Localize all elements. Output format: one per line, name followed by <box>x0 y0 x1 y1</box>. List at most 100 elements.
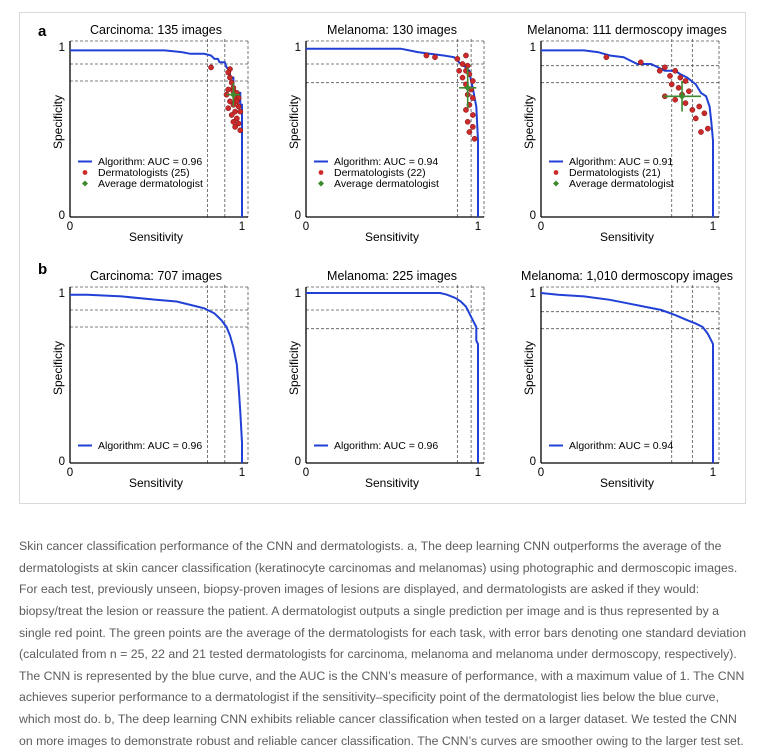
dermatologist-point <box>225 105 232 112</box>
x-tick-label: 1 <box>710 467 716 479</box>
dermatologist-point <box>667 73 673 79</box>
x-tick-label: 0 <box>303 467 309 479</box>
dermatologist-point <box>672 67 679 74</box>
dermatologist-point <box>672 96 679 103</box>
y-axis-label: Specificity <box>51 95 65 149</box>
y-axis-label: Specificity <box>287 341 301 395</box>
legend-swatch-average <box>318 180 324 187</box>
legend-label: Average dermatologist <box>334 178 439 190</box>
dermatologist-point <box>686 88 692 95</box>
legend-swatch-dermatologists <box>82 170 88 175</box>
legend-label: Dermatologists (25) <box>98 167 190 179</box>
figure-caption: Skin cancer classification performance o… <box>19 539 747 748</box>
y-tick-label: 1 <box>295 288 301 300</box>
x-tick-label: 1 <box>239 467 245 479</box>
dermatologist-point <box>208 64 214 71</box>
dermatologist-point <box>459 61 466 67</box>
y-axis-label: Specificity <box>522 341 536 395</box>
legend-label: Algorithm: AUC = 0.96 <box>98 440 202 452</box>
dermatologist-point <box>668 81 675 88</box>
legend-swatch-dermatologists <box>553 170 559 175</box>
dermatologist-point <box>692 115 699 122</box>
x-tick-label: 1 <box>710 221 716 233</box>
dermatologist-point <box>637 59 644 66</box>
dermatologist-point <box>225 86 232 93</box>
y-tick-label: 1 <box>530 288 536 300</box>
dermatologist-point <box>227 98 233 105</box>
dermatologist-point <box>469 124 476 130</box>
dermatologist-point <box>463 107 469 113</box>
dermatologist-point <box>469 78 476 84</box>
dermatologist-point <box>682 100 689 106</box>
chart-panel-4: Carcinoma: 707 images 0 1 0 1 Sensitivity Spec… <box>51 269 249 490</box>
figure-frame: a b Carcinoma: 135 images 0 1 0 1 Sensitivity Sp… <box>19 12 746 504</box>
x-tick-label: 1 <box>475 221 481 233</box>
dermatologist-point <box>233 98 240 105</box>
legend-swatch-dermatologists <box>318 170 324 175</box>
y-tick-label: 1 <box>59 288 65 300</box>
dermatologist-point <box>227 74 233 81</box>
y-tick-label: 1 <box>530 42 536 54</box>
dermatologist-point <box>469 112 476 118</box>
dermatologist-point <box>237 127 244 134</box>
average-dermatologist-marker <box>229 91 237 99</box>
dermatologist-point <box>689 107 696 113</box>
dermatologist-point <box>235 103 242 110</box>
y-tick-label: 1 <box>295 42 301 54</box>
dermatologist-point <box>225 69 232 76</box>
chart-title: Carcinoma: 135 images <box>90 23 222 37</box>
panel-label-a: a <box>38 23 47 40</box>
x-tick-label: 1 <box>239 221 245 233</box>
dermatologist-point <box>701 110 708 117</box>
roc-curve <box>70 49 243 217</box>
chart-panel-3: Melanoma: 111 dermoscopy images 0 1 0 1 Sensi… <box>522 23 727 244</box>
legend-label: Dermatologists (22) <box>334 167 426 179</box>
x-axis-label: Sensitivity <box>600 476 654 490</box>
roc-curve <box>306 47 479 217</box>
legend-label: Algorithm: AUC = 0.91 <box>569 156 673 168</box>
y-tick-label: 0 <box>530 456 536 468</box>
dermatologist-point <box>656 67 663 74</box>
dermatologist-point <box>232 124 238 130</box>
dermatologist-point <box>423 52 430 59</box>
chart-panel-2: Melanoma: 130 images 0 1 0 1 Sensitivity Speci… <box>287 23 485 244</box>
x-tick-label: 0 <box>538 221 544 233</box>
dermatologist-point <box>463 52 469 59</box>
legend-label: Algorithm: AUC = 0.94 <box>334 156 438 168</box>
dermatologist-point <box>698 129 704 135</box>
dermatologist-point <box>682 78 689 84</box>
dermatologist-point <box>675 84 682 91</box>
y-axis-label: Specificity <box>51 341 65 395</box>
dermatologist-point <box>432 54 438 61</box>
legend-label: Algorithm: AUC = 0.94 <box>569 440 673 452</box>
dermatologist-point <box>696 103 703 110</box>
chart-title: Melanoma: 225 images <box>327 269 457 283</box>
dermatologist-point <box>466 129 473 135</box>
dermatologist-point <box>459 74 466 81</box>
legend-swatch-average <box>82 180 88 187</box>
x-axis-label: Sensitivity <box>600 230 654 244</box>
x-tick-label: 0 <box>67 221 73 233</box>
chart-title: Melanoma: 130 images <box>327 23 457 37</box>
x-tick-label: 0 <box>538 467 544 479</box>
y-tick-label: 0 <box>530 210 536 222</box>
dermatologist-point <box>677 74 684 81</box>
y-axis-label: Specificity <box>287 95 301 149</box>
dermatologist-point <box>469 95 476 101</box>
chart-title: Carcinoma: 707 images <box>90 269 222 283</box>
y-tick-label: 0 <box>295 210 301 222</box>
figure-canvas: a b Carcinoma: 135 images 0 1 0 1 Sensitivity Sp… <box>38 23 733 490</box>
x-tick-label: 0 <box>67 467 73 479</box>
legend-label: Average dermatologist <box>569 178 674 190</box>
chart-title: Melanoma: 111 dermoscopy images <box>527 23 727 37</box>
x-axis-label: Sensitivity <box>365 476 419 490</box>
average-dermatologist-marker <box>464 84 472 92</box>
dermatologist-point <box>454 56 461 62</box>
y-tick-label: 0 <box>59 456 65 468</box>
x-tick-label: 0 <box>303 221 309 233</box>
dermatologist-point <box>235 120 242 127</box>
x-axis-label: Sensitivity <box>129 476 183 490</box>
chart-title: Melanoma: 1,010 dermoscopy images <box>521 269 733 283</box>
legend-label: Algorithm: AUC = 0.96 <box>98 156 202 168</box>
legend-swatch-average <box>553 180 559 187</box>
